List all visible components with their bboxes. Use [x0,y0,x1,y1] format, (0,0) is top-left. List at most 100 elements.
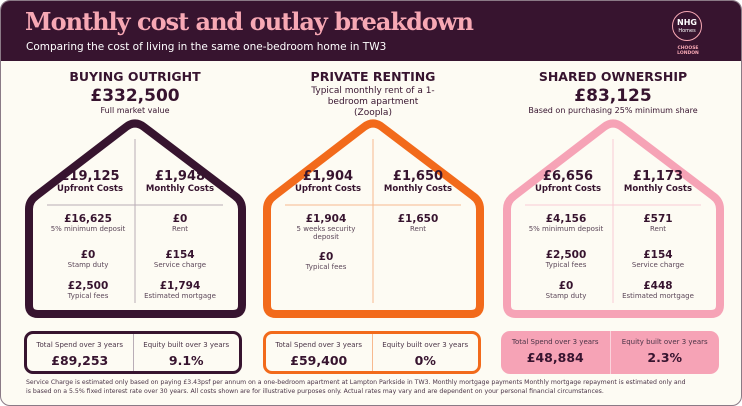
shared-summary-box: Total Spend over 3 years £48,884 Equity … [501,331,719,374]
monthly-value: £1,650 [392,169,444,184]
buying-heading: BUYING OUTRIGHT £332,500 Full market value [15,69,255,116]
monthly-costs: £1,948 Monthly Costs [135,169,225,194]
item-label: 5% minimum deposit [50,225,126,233]
section-caption: Based on purchasing 25% minimum share [528,106,698,115]
upfront-item: £2,500 Typical fees [521,249,611,269]
total-spend-value: £89,253 [51,353,109,368]
upfront-item: £16,625 5% minimum deposit [43,213,133,233]
buying-house-card: £19,125 Upfront Costs £1,948 Monthly Cos… [23,117,249,319]
monthly-costs: £1,173 Monthly Costs [613,169,703,194]
section-title: BUYING OUTRIGHT [69,69,201,84]
renting-summary-box: Total Spend over 3 years £59,400 Equity … [263,331,481,374]
footnote: Service Charge is estimated only based o… [26,379,686,395]
header: Monthly cost and outlay breakdown Compar… [1,1,741,61]
section-value: £83,125 [574,86,652,106]
upfront-label: Upfront Costs [56,184,124,194]
item-value: £0 [80,249,96,261]
renting-house-card: £1,904 Upfront Costs £1,650 Monthly Cost… [261,117,487,319]
equity-built: Equity built over 3 years 9.1% [134,334,240,371]
monthly-item: £154 Service charge [613,249,703,269]
page-title: Monthly cost and outlay breakdown [25,7,474,36]
shared-house-card: £6,656 Upfront Costs £1,173 Monthly Cost… [501,117,727,319]
renting-heading: PRIVATE RENTING Typical monthly rent of a… [253,69,493,119]
upfront-item: £4,156 5% minimum deposit [521,213,611,233]
monthly-item: £571 Rent [613,213,703,233]
item-label: Rent [171,225,189,233]
item-label: Typical fees [545,261,587,269]
upfront-value: £1,904 [302,169,354,184]
upfront-label: Upfront Costs [294,184,362,194]
house-outline [25,119,246,318]
item-value: £1,794 [159,280,201,292]
upfront-item: £1,904 5 weeks security deposit [281,213,371,241]
item-value: £16,625 [64,213,112,225]
total-spend: Total Spend over 3 years £48,884 [501,331,611,374]
monthly-value: £1,173 [632,169,684,184]
item-label: Stamp duty [545,292,587,300]
item-label: Rent [409,225,427,233]
total-spend-value: £59,400 [290,353,348,368]
monthly-costs: £1,650 Monthly Costs [373,169,463,194]
item-label: Typical fees [305,263,347,271]
item-value: £154 [643,249,673,261]
upfront-item: £0 Typical fees [281,251,371,271]
monthly-item: £448 Estimated mortgage [613,280,703,300]
item-label: Service charge [153,261,207,269]
monthly-item: £0 Rent [135,213,225,233]
item-value: £1,650 [397,213,439,225]
item-value: £0 [172,213,188,225]
item-label: 5% minimum deposit [528,225,604,233]
item-value: £4,156 [545,213,587,225]
upfront-item: £0 Stamp duty [43,249,133,269]
item-label: Estimated mortgage [144,292,216,300]
item-value: £0 [558,280,574,292]
house-outline [503,119,724,318]
total-spend: Total Spend over 3 years £89,253 [27,334,134,371]
item-label: Typical fees [67,292,109,300]
logo-mark: NHG Homes [672,11,702,41]
section-caption: Full market value [100,106,170,115]
upfront-value: £6,656 [542,169,594,184]
item-value: £0 [318,251,334,263]
upfront-label: Upfront Costs [534,184,602,194]
monthly-value: £1,948 [154,169,206,184]
monthly-item: £1,794 Estimated mortgage [135,280,225,300]
buying-summary-box: Total Spend over 3 years £89,253 Equity … [24,331,242,374]
nhg-logo: NHG Homes CHOOSE LONDON [666,11,706,56]
equity-label: Equity built over 3 years [143,341,230,349]
upfront-value: £19,125 [60,169,120,184]
monthly-item: £154 Service charge [135,249,225,269]
section-caption: Typical monthly rent of a 1-bedroom apar… [311,86,435,118]
equity-built: Equity built over 3 years 2.3% [611,331,720,374]
section-title: SHARED OWNERSHIP [538,69,688,84]
upfront-costs: £19,125 Upfront Costs [45,169,135,194]
equity-built: Equity built over 3 years 0% [373,334,479,371]
equity-label: Equity built over 3 years [382,341,469,349]
item-value: £571 [643,213,673,225]
upfront-item: £0 Stamp duty [521,280,611,300]
page-subtitle: Comparing the cost of living in the same… [26,41,387,53]
monthly-label: Monthly Costs [623,184,693,194]
logo-tagline: CHOOSE LONDON [677,46,699,56]
upfront-costs: £1,904 Upfront Costs [283,169,373,194]
monthly-label: Monthly Costs [145,184,215,194]
monthly-label: Monthly Costs [383,184,453,194]
house-outline [263,119,484,318]
shared-heading: SHARED OWNERSHIP £83,125 Based on purchasi… [493,69,733,116]
item-label: 5 weeks security deposit [296,225,356,241]
section-value: £332,500 [90,86,180,106]
item-value: £154 [165,249,195,261]
section-title: PRIVATE RENTING [310,69,436,84]
total-spend-label: Total Spend over 3 years [511,338,599,346]
equity-value: 2.3% [647,350,683,365]
item-value: £1,904 [305,213,347,225]
item-label: Service charge [631,261,685,269]
item-label: Estimated mortgage [622,292,694,300]
total-spend-label: Total Spend over 3 years [275,341,363,349]
equity-label: Equity built over 3 years [621,338,708,346]
equity-value: 9.1% [168,353,204,368]
total-spend: Total Spend over 3 years £59,400 [266,334,373,371]
total-spend-value: £48,884 [526,350,584,365]
item-value: £448 [643,280,673,292]
equity-value: 0% [414,353,436,368]
